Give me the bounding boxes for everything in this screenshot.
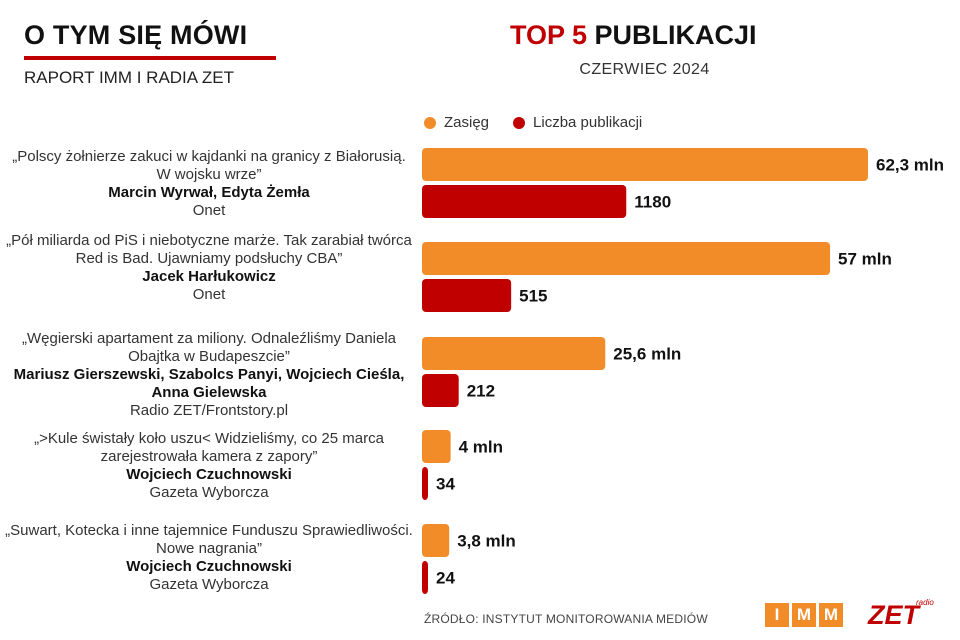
data-label-reach: 3,8 mln — [457, 532, 516, 551]
bar-count — [422, 185, 627, 218]
imm-logo-letter: M — [792, 603, 816, 627]
bar-reach — [422, 242, 831, 275]
brand-title-underline — [24, 56, 276, 60]
bar-count — [422, 561, 428, 594]
publication-item: „Pół miliarda od PiS i niebotyczne marże… — [4, 232, 414, 304]
publication-outlet: Gazeta Wyborcza — [149, 576, 269, 593]
chart-title: TOP 5 PUBLIKACJI — [510, 20, 757, 51]
data-label-count: 34 — [436, 475, 455, 494]
imm-logo-letter: M — [819, 603, 843, 627]
data-label-count: 24 — [436, 569, 455, 588]
publication-headline: „>Kule świstały koło uszu< Widzieliśmy, … — [34, 430, 384, 465]
data-label-reach: 4 mln — [459, 438, 503, 457]
data-label-count: 1180 — [634, 193, 671, 212]
chart-period: CZERWIEC 2024 — [579, 61, 710, 78]
zet-logo-small-text: radio — [916, 598, 934, 607]
publication-item: „Suwart, Kotecka i inne tajemnice Fundus… — [4, 522, 414, 594]
legend-label-reach: Zasięg — [444, 114, 490, 131]
publication-authors: Marcin Wyrwał, Edyta Żemła — [108, 184, 310, 201]
data-label-reach: 25,6 mln — [613, 345, 681, 364]
publication-headline: „Suwart, Kotecka i inne tajemnice Fundus… — [5, 522, 413, 557]
publication-outlet: Gazeta Wyborcza — [149, 484, 269, 501]
publication-authors: Wojciech Czuchnowski — [126, 466, 292, 483]
bar-count — [422, 467, 428, 500]
publication-outlet: Onet — [192, 202, 226, 219]
imm-logo: I M M — [765, 603, 846, 627]
chart-title-rest: PUBLIKACJI — [587, 20, 757, 50]
zet-logo-text: ZET — [867, 600, 922, 630]
bar-reach — [422, 430, 451, 463]
chart-legend: Zasięg Liczba publikacji — [424, 114, 666, 131]
publication-authors: Jacek Harłukowicz — [142, 268, 276, 285]
publication-item: „Polscy żołnierze zakuci w kajdanki na g… — [4, 148, 414, 220]
publication-authors: Wojciech Czuchnowski — [126, 558, 292, 575]
source-note: ŹRÓDŁO: INSTYTUT MONITOROWANIA MEDIÓW — [424, 612, 708, 626]
legend-label-count: Liczba publikacji — [533, 114, 643, 131]
data-label-count: 212 — [467, 382, 495, 401]
legend-swatch-reach — [424, 116, 436, 129]
bar-reach — [422, 148, 868, 181]
publication-headline: „Pół miliarda od PiS i niebotyczne marże… — [6, 232, 412, 267]
legend-item-count: Liczba publikacji — [513, 114, 642, 131]
radio-zet-logo: ZET radio — [867, 598, 934, 630]
legend-item-reach: Zasięg — [424, 114, 489, 131]
data-label-reach: 57 mln — [838, 250, 892, 269]
data-label-reach: 62,3 mln — [876, 156, 944, 175]
bar-reach — [422, 524, 450, 557]
chart-title-accent: TOP 5 — [510, 20, 588, 50]
publication-item: „>Kule świstały koło uszu< Widzieliśmy, … — [4, 430, 414, 502]
publication-outlet: Radio ZET/Frontstory.pl — [129, 402, 289, 419]
bar-reach — [422, 337, 606, 370]
publication-authors: Mariusz Gierszewski, Szabolcs Panyi, Woj… — [13, 366, 405, 401]
brand-subtitle: RAPORT IMM I RADIA ZET — [24, 68, 235, 87]
publication-outlet: Onet — [192, 286, 226, 303]
publication-headline: „Polscy żołnierze zakuci w kajdanki na g… — [12, 148, 406, 183]
legend-swatch-count — [513, 116, 526, 129]
publication-item: „Węgierski apartament za miliony. Odnale… — [4, 330, 414, 420]
imm-logo-letter: I — [765, 603, 789, 627]
publication-headline: „Węgierski apartament za miliony. Odnale… — [21, 330, 397, 365]
bar-count — [422, 374, 459, 407]
brand-title: O TYM SIĘ MÓWI — [24, 20, 248, 50]
data-label-count: 515 — [519, 287, 547, 306]
bar-count — [422, 279, 512, 312]
